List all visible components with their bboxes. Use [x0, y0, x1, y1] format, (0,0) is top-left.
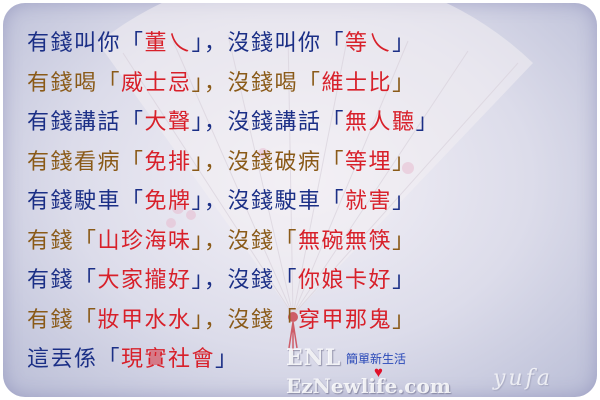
line-prefix: 有錢叫你「 [27, 31, 145, 56]
highlight-rich: 董乀 [144, 31, 192, 56]
line-suffix: 」 [392, 228, 416, 254]
line-middle: 」，沒錢「 [191, 307, 299, 333]
highlight-rich: 山珍海味 [97, 228, 192, 254]
highlight-rich: 免排 [144, 149, 192, 175]
line-middle: 」，沒錢「 [191, 228, 299, 254]
line-prefix: 有錢「 [27, 228, 98, 254]
line-middle: 」，沒錢講話「 [191, 110, 346, 135]
highlight-poor: 無人聽 [345, 110, 416, 135]
line-prefix: 有錢駛車「 [27, 189, 145, 214]
line-middle: 」，沒錢叫你「 [191, 31, 346, 56]
line-middle: 」，沒錢喝「 [191, 70, 322, 96]
proverb-line: 有錢「妝甲水水」，沒錢「穿甲那鬼」 [27, 301, 439, 341]
highlight-rich: 大家攏好 [97, 268, 192, 293]
line-suffix: 」 [392, 31, 416, 56]
line-middle: 」 [215, 347, 239, 372]
heart-icon: ♥ [374, 365, 383, 381]
proverb-line: 有錢「大家攏好」，沒錢「你娘卡好」 [27, 261, 439, 301]
proverb-line: 有錢喝「威士忌」，沒錢喝「維士比」 [27, 64, 439, 104]
line-suffix: 」 [392, 307, 416, 333]
line-middle: 」，沒錢破病「 [191, 149, 346, 175]
line-prefix: 這丟係「 [27, 347, 122, 372]
watermark-enl: ENL [286, 345, 342, 371]
proverb-lines: 有錢叫你「董乀」，沒錢叫你「等乀」 有錢喝「威士忌」，沒錢喝「維士比」 有錢講話… [27, 24, 439, 380]
highlight-poor: 等乀 [345, 31, 393, 56]
proverb-line: 有錢叫你「董乀」，沒錢叫你「等乀」 [27, 24, 439, 64]
highlight-rich: 大聲 [144, 110, 192, 135]
proverb-line: 有錢駛車「免牌」，沒錢駛車「就害」 [27, 182, 439, 222]
proverb-line-final: 這丟係「現實社會」 [27, 340, 439, 380]
line-suffix: 」 [392, 149, 416, 175]
highlight-poor: 維士比 [321, 70, 393, 96]
highlight-poor: 你娘卡好 [298, 268, 393, 293]
line-suffix: 」 [392, 70, 416, 96]
highlight-rich: 免牌 [144, 189, 192, 214]
line-prefix: 有錢喝「 [27, 70, 122, 96]
highlight-poor: 等埋 [345, 149, 393, 175]
line-prefix: 有錢看病「 [27, 149, 145, 175]
highlight-poor: 穿甲那鬼 [298, 307, 393, 333]
proverb-line: 有錢「山珍海味」，沒錢「無碗無筷」 [27, 222, 439, 262]
highlight-rich: 妝甲水水 [97, 307, 192, 333]
line-prefix: 有錢「 [27, 268, 98, 293]
watermark-url: EzNewlife.com [286, 374, 451, 397]
line-prefix: 有錢講話「 [27, 110, 145, 135]
highlight-conclusion: 現實社會 [121, 347, 216, 372]
highlight-rich: 威士忌 [121, 70, 192, 96]
watermark-subtitle: 簡單新生活 [346, 352, 407, 366]
poster-card: 有錢叫你「董乀」，沒錢叫你「等乀」 有錢喝「威士忌」，沒錢喝「維士比」 有錢講話… [3, 3, 597, 397]
line-prefix: 有錢「 [27, 307, 98, 333]
signature-watermark: yufa [493, 366, 553, 391]
line-suffix: 」 [392, 268, 416, 293]
line-middle: 」，沒錢駛車「 [191, 189, 346, 214]
highlight-poor: 無碗無筷 [298, 228, 393, 254]
highlight-poor: 就害 [345, 189, 393, 214]
fan-decoration [98, 3, 533, 351]
line-middle: 」，沒錢「 [191, 268, 299, 293]
line-suffix: 」 [392, 189, 416, 214]
proverb-line: 有錢講話「大聲」，沒錢講話「無人聽」 [27, 103, 439, 143]
line-suffix: 」 [415, 110, 440, 135]
proverb-line: 有錢看病「免排」，沒錢破病「等埋」 [27, 143, 439, 183]
